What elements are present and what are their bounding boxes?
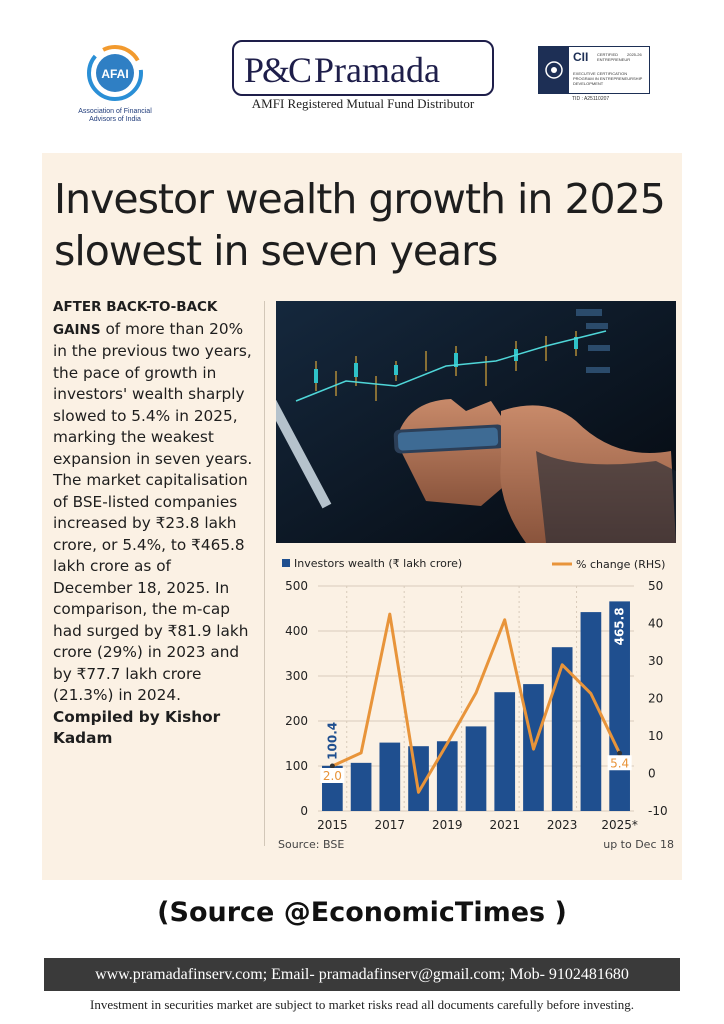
y-left-tick: 100	[285, 759, 308, 773]
legend-bar-swatch	[282, 559, 290, 567]
afai-logo: AFAI	[87, 45, 143, 101]
y-right-tick: 0	[648, 767, 656, 781]
y-right-tick: 40	[648, 617, 663, 631]
brand-tagline: AMFI Registered Mutual Fund Distributor	[251, 96, 475, 111]
source-credit: (Source @EconomicTimes )	[157, 897, 567, 928]
y-right-tick: 30	[648, 654, 663, 668]
article-body: AFTER BACK-TO-BACK GAINS of more than 20…	[53, 296, 253, 750]
investor-wealth-chart: 0 100 200 300 400 500 -10 0 10 20 30 40 50 2015 2017 20…	[278, 557, 674, 851]
bar	[436, 741, 458, 811]
y-left-tick: 200	[285, 714, 308, 728]
bar	[580, 612, 602, 811]
article-photo	[276, 301, 676, 543]
x-tick: 2025*	[601, 818, 638, 832]
line-point	[617, 750, 623, 756]
cii-logo: CII	[573, 50, 589, 64]
y-left-tick: 400	[285, 624, 308, 638]
cii-program: EXECUTIVE CERTIFICATION PROGRAM IN ENTRE…	[573, 71, 643, 86]
article-card: Investor wealth growth in 2025 slowest i…	[42, 153, 682, 880]
disclaimer: Investment in securities market are subj…	[89, 997, 634, 1012]
legend-bar-label: Investors wealth (₹ lakh crore)	[294, 557, 462, 570]
x-tick: 2019	[432, 818, 463, 832]
x-tick: 2017	[375, 818, 406, 832]
bar	[350, 762, 372, 811]
y-left-tick: 500	[285, 579, 308, 593]
cii-certified: CERTIFIED ENTREPRENEUR	[597, 52, 631, 62]
bar	[379, 742, 401, 811]
article-body-text: of more than 20% in the previous two yea…	[53, 319, 253, 705]
data-label-first-bar: 100.4	[325, 722, 339, 760]
brand-mark: P&C	[244, 50, 312, 90]
svg-text:AFAI: AFAI	[101, 67, 128, 81]
x-tick: 2015	[317, 818, 348, 832]
cii-year: 2025-26	[627, 52, 642, 57]
x-tick: 2021	[489, 818, 520, 832]
contact-bar: www.pramadafinserv.com; Email- pramadafi…	[44, 958, 680, 991]
article-lead: AFTER BACK-TO-BACK GAINS	[53, 299, 218, 338]
data-label-first-pct: 2.0	[323, 769, 342, 783]
y-right-tick: 10	[648, 729, 663, 743]
data-label-last-bar: 465.8	[613, 607, 627, 645]
bar	[465, 726, 487, 811]
article-headline: Investor wealth growth in 2025 slowest i…	[54, 175, 666, 275]
afai-name: Association of Financial Advisors of Ind…	[78, 108, 152, 123]
pramada-logo: P&C Pramada	[232, 40, 494, 96]
afai-logo-block: AFAI Association of Financial Advisors o…	[70, 44, 160, 124]
legend-line-label: % change (RHS)	[576, 558, 665, 571]
chart-note: up to Dec 18	[603, 838, 674, 851]
chart-source: Source: BSE	[278, 838, 344, 851]
column-divider	[264, 301, 265, 846]
y-right-tick: 50	[648, 579, 663, 593]
article-byline: Compiled by Kishor Kadam	[53, 707, 221, 748]
brand-name: Pramada	[314, 50, 440, 90]
pct-change-line	[331, 612, 621, 794]
trading-phone-image	[276, 301, 676, 543]
y-right-tick: -10	[648, 804, 668, 818]
data-label-last-pct: 5.4	[610, 756, 629, 770]
bar	[551, 647, 573, 811]
cii-emblem-icon	[539, 47, 569, 93]
line-point	[329, 763, 335, 769]
bar	[494, 692, 516, 811]
pct-label-box	[607, 755, 632, 771]
x-tick: 2023	[547, 818, 578, 832]
cii-tid: TID : A25110207	[572, 96, 610, 102]
cii-badge: CII CERTIFIED ENTREPRENEUR 2025-26 EXECU…	[538, 46, 650, 94]
y-right-tick: 20	[648, 692, 663, 706]
y-left-tick: 300	[285, 669, 308, 683]
pct-label-box	[320, 768, 345, 783]
y-left-tick: 0	[300, 804, 308, 818]
